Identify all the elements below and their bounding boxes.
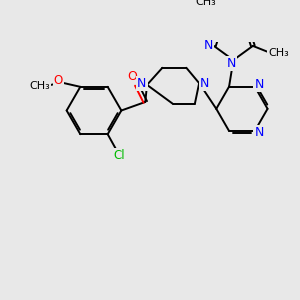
Text: O: O xyxy=(53,74,63,87)
Text: N: N xyxy=(254,78,264,92)
Text: N: N xyxy=(227,57,236,70)
Text: N: N xyxy=(204,39,213,52)
Text: N: N xyxy=(200,77,209,90)
Text: O: O xyxy=(128,70,137,83)
Text: Cl: Cl xyxy=(114,149,125,162)
Text: N: N xyxy=(137,77,147,90)
Text: CH₃: CH₃ xyxy=(268,48,289,58)
Text: CH₃: CH₃ xyxy=(196,0,216,8)
Text: N: N xyxy=(254,126,264,139)
Text: CH₃: CH₃ xyxy=(29,81,50,91)
